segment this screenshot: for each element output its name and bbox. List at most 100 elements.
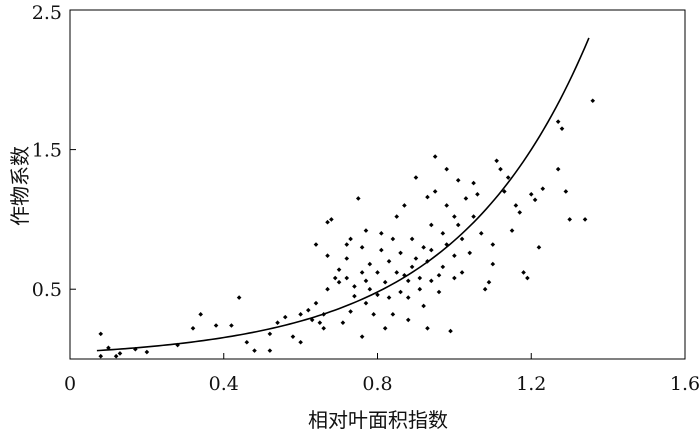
data-point — [382, 325, 388, 331]
data-point — [478, 231, 484, 236]
data-point — [459, 236, 465, 242]
data-point — [359, 334, 365, 339]
data-point — [321, 325, 326, 331]
data-point — [405, 317, 411, 323]
data-point — [413, 175, 419, 180]
data-point — [367, 261, 373, 267]
data-point — [379, 231, 384, 236]
data-point — [198, 312, 203, 317]
data-point — [313, 300, 319, 306]
data-point — [402, 272, 407, 278]
data-point — [413, 256, 419, 261]
data-point — [463, 196, 469, 201]
data-point — [440, 264, 446, 270]
data-point — [359, 270, 365, 275]
data-point — [375, 292, 380, 298]
data-point — [525, 275, 530, 281]
y-axis-title: 作物系数 — [8, 146, 32, 226]
data-point — [336, 267, 342, 272]
data-point — [390, 312, 396, 317]
data-point — [398, 250, 403, 256]
data-point — [505, 175, 511, 180]
data-point — [513, 203, 519, 208]
data-point — [325, 286, 330, 292]
data-point — [229, 323, 234, 328]
data-point — [467, 250, 473, 256]
y-tick-label: 0.5 — [32, 279, 62, 301]
data-point — [555, 166, 561, 172]
data-point — [355, 196, 361, 201]
y-tick-label: 2.5 — [32, 2, 62, 24]
data-point — [444, 203, 449, 208]
data-point — [275, 320, 280, 326]
data-point — [409, 236, 415, 242]
data-point — [409, 264, 415, 270]
data-point — [444, 166, 449, 172]
data-point — [455, 178, 461, 183]
data-point — [471, 214, 476, 219]
x-tick-label: 1.2 — [516, 373, 546, 395]
data-point — [502, 189, 507, 194]
data-point — [417, 275, 423, 281]
data-point — [359, 245, 365, 250]
data-point — [567, 217, 572, 222]
data-point — [306, 307, 311, 313]
data-point — [528, 191, 534, 197]
data-point — [405, 295, 411, 300]
x-tick-label: 0.8 — [362, 373, 392, 395]
data-point — [313, 242, 319, 247]
data-point — [452, 275, 457, 281]
data-point — [486, 279, 492, 285]
data-point — [371, 312, 376, 317]
data-point — [394, 270, 400, 275]
data-point — [455, 222, 461, 228]
data-point — [117, 351, 123, 356]
data-point — [482, 286, 488, 292]
data-point — [405, 278, 411, 284]
data-point — [432, 189, 438, 194]
data-point — [490, 261, 496, 267]
data-point — [452, 214, 457, 219]
data-point — [317, 320, 323, 326]
data-point — [113, 353, 119, 359]
tick-labels: 0 0.4 0.8 1.2 1.6 0.5 1.5 2.5 — [32, 2, 700, 395]
data-point — [175, 342, 180, 348]
plot-frame — [69, 9, 686, 360]
data-point — [352, 284, 357, 289]
data-point — [363, 278, 369, 284]
data-point — [244, 339, 250, 345]
data-point — [582, 217, 588, 222]
data-point — [290, 334, 296, 339]
data-point — [498, 166, 503, 172]
data-point — [375, 270, 380, 275]
data-point — [432, 154, 438, 159]
data-point — [190, 325, 196, 331]
data-point — [363, 300, 369, 306]
data-point — [325, 219, 330, 225]
data-point — [298, 339, 303, 345]
scatter-series — [98, 98, 596, 359]
data-point — [494, 158, 499, 164]
x-tick-label: 0 — [64, 373, 76, 395]
data-point — [236, 295, 242, 300]
data-point — [555, 119, 561, 124]
data-point — [325, 253, 330, 258]
data-point — [267, 348, 273, 353]
data-point — [336, 279, 342, 285]
data-point — [382, 279, 388, 285]
data-point — [429, 278, 434, 284]
data-point — [429, 222, 434, 228]
data-point — [329, 217, 334, 222]
data-point — [213, 323, 219, 328]
data-point — [252, 348, 257, 353]
data-point — [367, 286, 373, 292]
x-tick-label: 1.6 — [670, 373, 700, 395]
data-point — [363, 228, 369, 233]
data-point — [344, 256, 350, 261]
data-point — [332, 275, 338, 281]
data-point — [352, 293, 357, 299]
data-point — [429, 247, 434, 253]
data-point — [459, 270, 465, 275]
data-point — [517, 210, 523, 215]
